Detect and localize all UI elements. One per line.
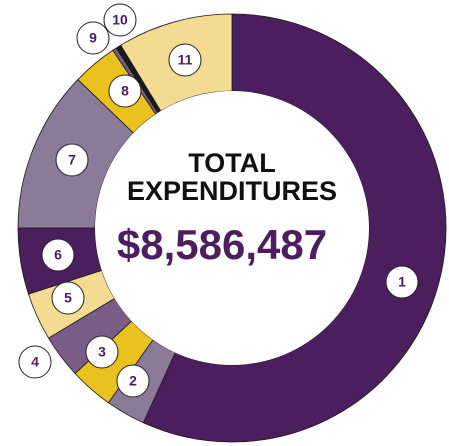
label-badge	[116, 364, 150, 398]
segment-label: 7	[68, 152, 76, 168]
center-value: $8,586,487	[117, 221, 327, 268]
center-hole	[95, 91, 369, 365]
label-badge	[18, 345, 52, 379]
segment-label: 10	[112, 12, 128, 28]
segment-label: 9	[89, 30, 97, 46]
label-badge	[108, 74, 142, 108]
segment-label: 11	[178, 52, 193, 68]
segment-label: 1	[398, 274, 406, 290]
segment-label: 3	[98, 344, 106, 360]
label-badge	[168, 43, 202, 77]
label-badge	[85, 335, 119, 369]
segment-label: 8	[121, 83, 129, 99]
label-badge	[385, 265, 419, 299]
segment-label: 6	[54, 247, 62, 263]
label-badge	[55, 143, 89, 177]
center-title: TOTAL	[188, 148, 276, 178]
segment-label: 5	[64, 290, 72, 306]
label-badge	[41, 238, 75, 272]
label-badge	[76, 21, 110, 55]
label-badge	[103, 3, 137, 37]
segment-label: 4	[31, 354, 39, 370]
label-badge	[51, 281, 85, 315]
center-title: EXPENDITURES	[127, 176, 337, 206]
segment-label: 2	[129, 373, 137, 389]
labels: 1 2 3 4 5 6 7 8 9 10 11	[18, 3, 419, 398]
